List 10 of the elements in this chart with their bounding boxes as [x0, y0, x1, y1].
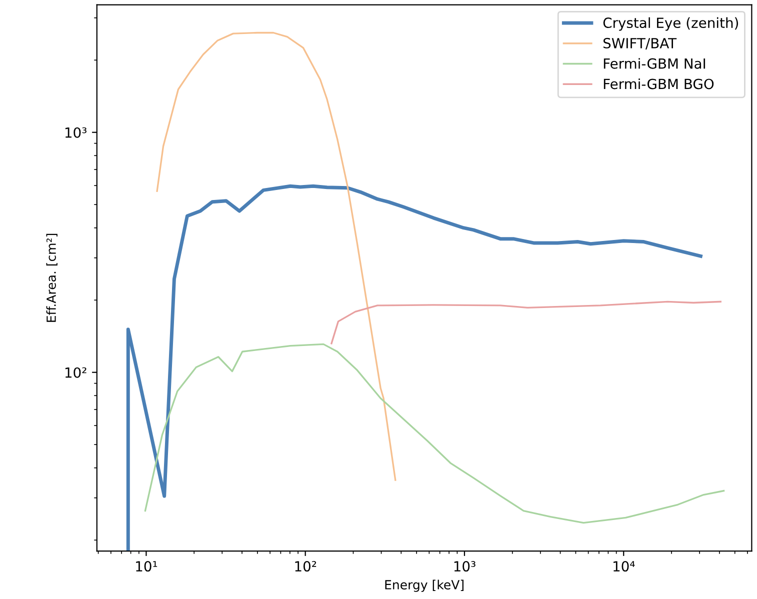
x-tick-label: 10³ [454, 561, 476, 572]
legend-label: SWIFT/BAT [603, 38, 677, 50]
x-tick-label: 10¹ [136, 561, 158, 572]
legend-label: Crystal Eye (zenith) [603, 17, 738, 31]
x-axis-title: Energy [keV] [385, 580, 464, 592]
legend-label: Fermi-GBM NaI [604, 58, 706, 69]
x-tick-label: 10² [295, 561, 316, 572]
legend-label: Fermi-GBM BGO [604, 78, 714, 90]
x-tick-label: 10⁴ [614, 561, 635, 572]
y-axis-title: Eff.Area. [cm²] [46, 234, 58, 322]
